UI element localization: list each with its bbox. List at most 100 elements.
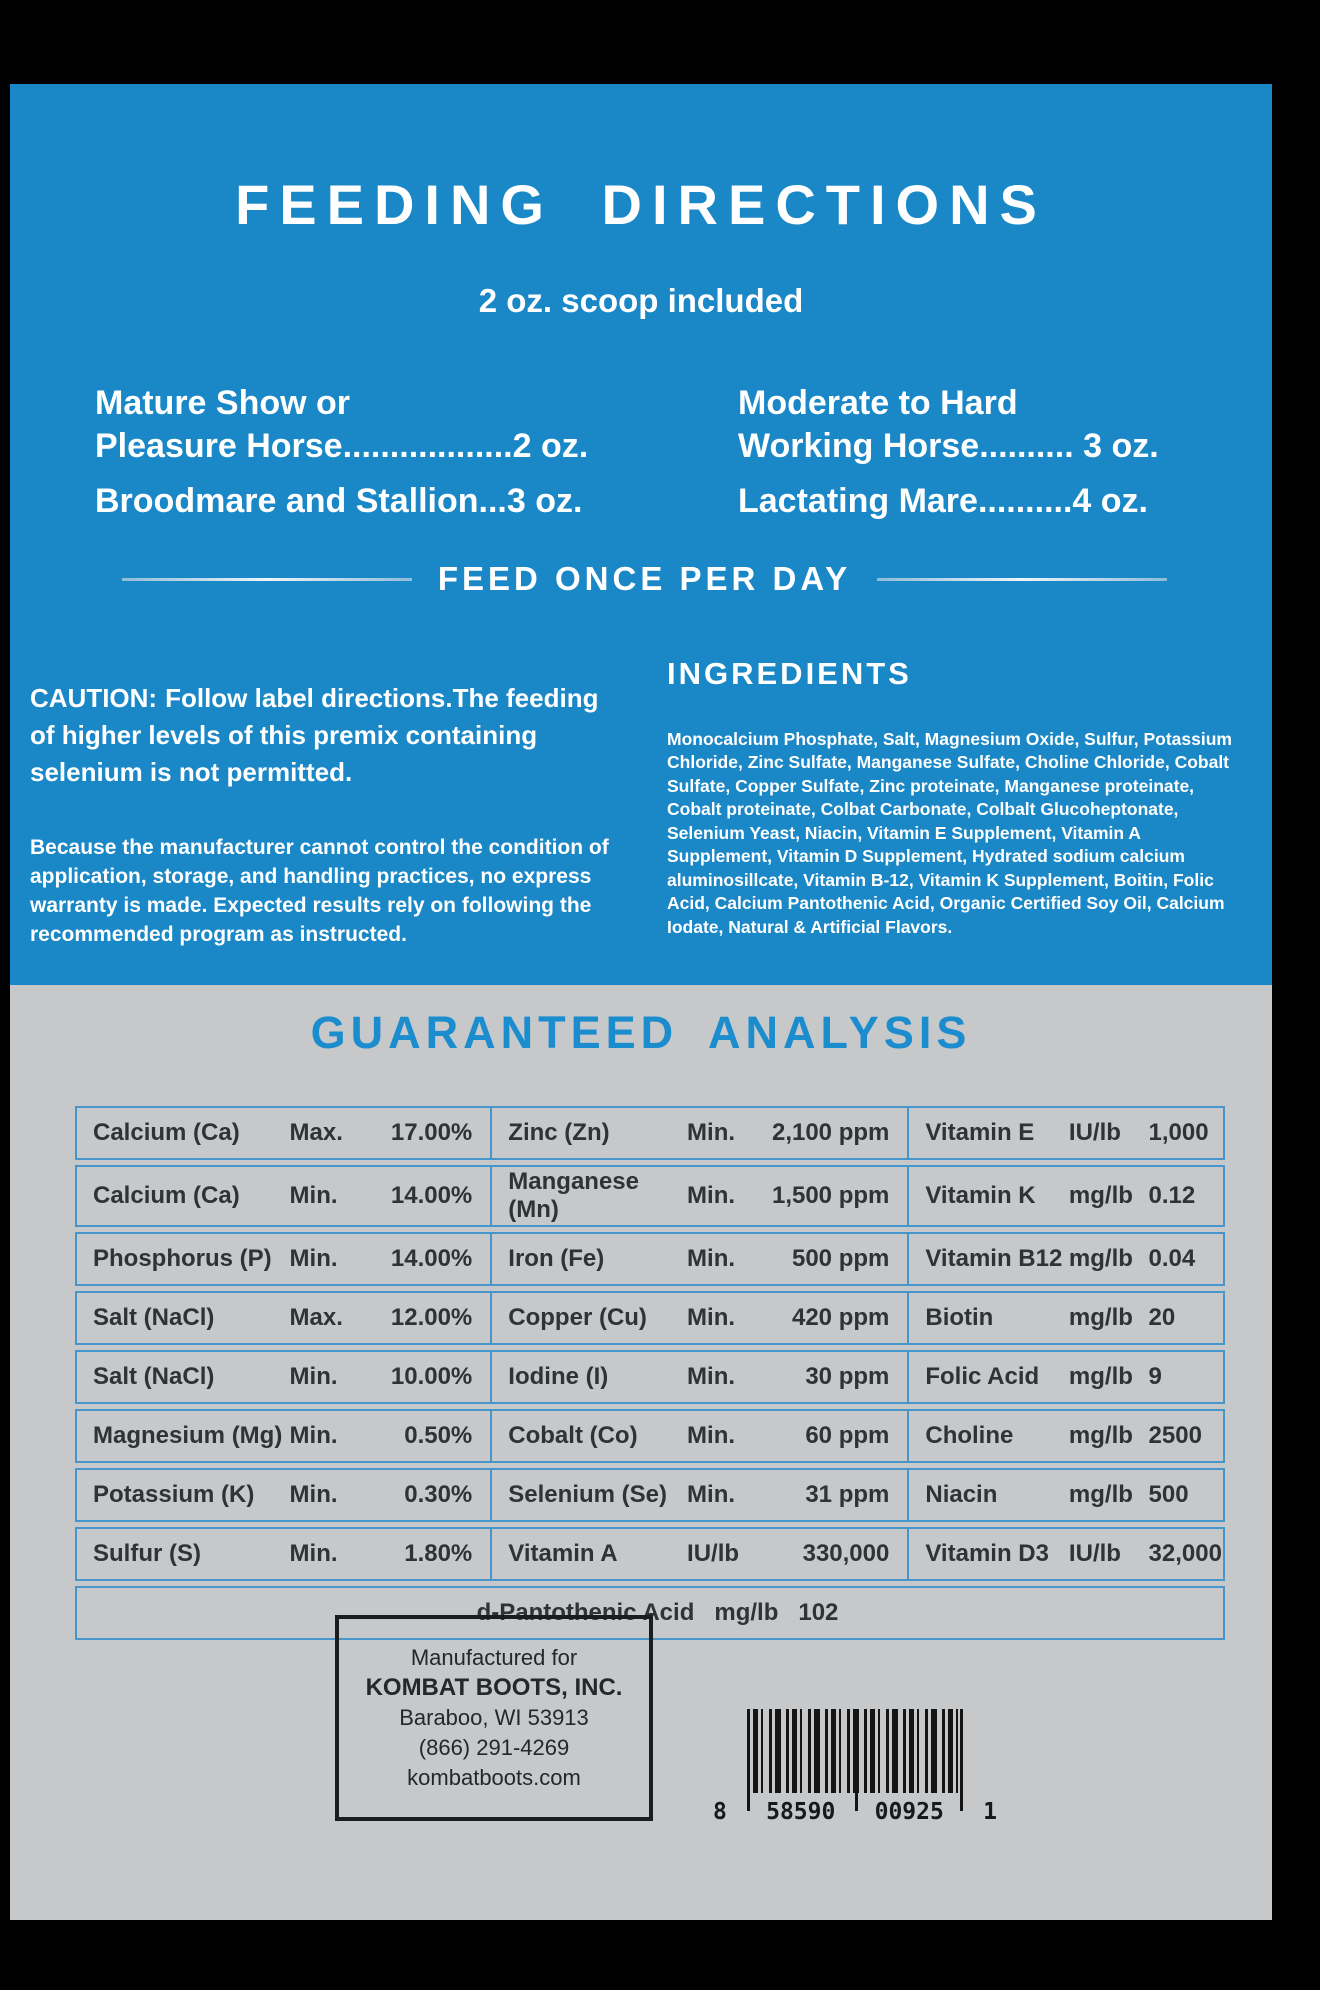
divider-line-right <box>877 577 1168 581</box>
barcode-digit-group: 1 <box>983 1799 997 1825</box>
analysis-row: Phosphorus (P) Min. 14.00% Iron (Fe) Min. 50… <box>75 1232 1225 1286</box>
nutrient-name: Salt (NaCl) <box>75 1291 289 1345</box>
nutrient-name: Vitamin K <box>909 1165 1068 1227</box>
nutrient-name: d-Pantothenic Acid <box>476 1599 695 1626</box>
nutrient-name: Calcium (Ca) <box>75 1165 289 1227</box>
nutrient-basis: Min. <box>288 1527 373 1581</box>
nutrient-name: Vitamin B12 <box>909 1232 1068 1286</box>
barcode-guard-bar <box>747 1709 750 1811</box>
caution-text: Follow label directions.The feeding of h… <box>30 683 599 787</box>
barcode-digit-group: 00925 <box>874 1799 944 1825</box>
manufacturer-address: Baraboo, WI 53913 <box>399 1705 589 1730</box>
nutrient-basis: mg/lb <box>1067 1468 1148 1522</box>
feed-frequency-text: FEED ONCE PER DAY <box>437 560 852 597</box>
nutrient-value: 31 ppm <box>765 1468 910 1522</box>
nutrient-basis: Min. <box>686 1409 766 1463</box>
nutrient-basis: Min. <box>288 1232 373 1286</box>
nutrient-value: 30 ppm <box>765 1350 910 1404</box>
analysis-row: Potassium (K) Min. 0.30% Selenium (Se) Min.… <box>75 1468 1225 1522</box>
warranty-disclaimer: Because the manufacturer cannot control … <box>30 836 609 946</box>
analysis-row: Calcium (Ca) Min. 14.00% Manganese (Mn) Min… <box>75 1165 1225 1227</box>
nutrient-name: Zinc (Zn) <box>492 1106 687 1160</box>
manufacturer-name: KOMBAT BOOTS, INC. <box>365 1674 623 1701</box>
nutrient-basis: Max. <box>288 1106 373 1160</box>
nutrient-basis: Min. <box>686 1165 766 1227</box>
nutrient-value: 0.04 <box>1147 1232 1225 1286</box>
nutrient-basis: Min. <box>686 1291 766 1345</box>
nutrient-value: 17.00% <box>372 1106 493 1160</box>
caution-note: CAUTION: Follow label directions.The feed… <box>30 680 622 791</box>
nutrient-name: Choline <box>909 1409 1068 1463</box>
feeding-item-line: Working Horse.......... 3 oz. <box>738 427 1159 465</box>
nutrient-basis: Min. <box>288 1165 373 1227</box>
nutrient-value: 12.00% <box>372 1291 493 1345</box>
nutrient-value: 20 <box>1147 1291 1225 1345</box>
nutrient-name: Folic Acid <box>909 1350 1068 1404</box>
nutrient-value: 9 <box>1147 1350 1225 1404</box>
scoop-included-note: 2 oz. scoop included <box>478 282 804 319</box>
barcode-digits: 8 58590 00925 1 <box>713 1799 997 1825</box>
nutrient-value: 0.30% <box>372 1468 493 1522</box>
barcode-bars <box>747 1709 963 1811</box>
nutrient-name: Niacin <box>909 1468 1068 1522</box>
nutrient-basis: Min. <box>686 1106 766 1160</box>
feeding-item-working-horse: Moderate to Hard Working Horse..........… <box>738 382 1159 468</box>
nutrient-name: Vitamin E <box>909 1106 1068 1160</box>
nutrient-basis: IU/lb <box>1067 1106 1148 1160</box>
nutrient-value: 0.12 <box>1147 1165 1225 1227</box>
manufacturer-intro: Manufactured for <box>410 1645 578 1670</box>
nutrient-basis: Min. <box>686 1468 766 1522</box>
barcode-guard-bar <box>855 1709 858 1811</box>
feed-frequency-divider: FEED ONCE PER DAY <box>122 560 1168 598</box>
analysis-row: Calcium (Ca) Max. 17.00% Zinc (Zn) Min. 2,10… <box>75 1106 1225 1160</box>
nutrient-basis: IU/lb <box>1067 1527 1148 1581</box>
nutrient-value: 32,000 <box>1147 1527 1225 1581</box>
nutrient-name: Vitamin A <box>492 1527 687 1581</box>
feeding-item-mature-show: Mature Show or Pleasure Horse...........… <box>95 382 588 468</box>
manufacturer-box: Manufactured for KOMBAT BOOTS, INC. Bara… <box>335 1615 653 1821</box>
nutrient-value: 14.00% <box>372 1165 493 1227</box>
nutrient-name: Phosphorus (P) <box>75 1232 289 1286</box>
nutrient-basis: Min. <box>288 1468 373 1522</box>
analysis-row: Salt (NaCl) Max. 12.00% Copper (Cu) Min. 420… <box>75 1291 1225 1345</box>
nutrient-value: 0.50% <box>372 1409 493 1463</box>
feeding-column-right: Moderate to Hard Working Horse..........… <box>738 382 1159 523</box>
nutrient-name: Manganese (Mn) <box>492 1165 687 1227</box>
nutrient-name: Calcium (Ca) <box>75 1106 289 1160</box>
nutrient-basis: mg/lb <box>714 1599 779 1626</box>
guaranteed-analysis-panel: GUARANTEED ANALYSIS Calcium (Ca) Max. 17.0… <box>10 985 1272 1920</box>
analysis-row: Salt (NaCl) Min. 10.00% Iodine (I) Min. 30 p… <box>75 1350 1225 1404</box>
nutrient-name: Magnesium (Mg) <box>75 1409 289 1463</box>
nutrient-name: Potassium (K) <box>75 1468 289 1522</box>
nutrient-name: Biotin <box>909 1291 1068 1345</box>
nutrient-basis: mg/lb <box>1067 1350 1148 1404</box>
nutrient-value: 500 <box>1147 1468 1225 1522</box>
feeding-column-left: Mature Show or Pleasure Horse...........… <box>95 382 588 523</box>
nutrient-value: 14.00% <box>372 1232 493 1286</box>
nutrient-basis: IU/lb <box>686 1527 766 1581</box>
nutrient-name: Salt (NaCl) <box>75 1350 289 1404</box>
nutrient-basis: Min. <box>288 1350 373 1404</box>
nutrient-basis: mg/lb <box>1067 1291 1148 1345</box>
nutrient-name: Iron (Fe) <box>492 1232 687 1286</box>
feeding-item-line: Pleasure Horse..................2 oz. <box>95 427 589 465</box>
nutrient-value: 2,100 ppm <box>765 1106 910 1160</box>
nutrient-name: Sulfur (S) <box>75 1527 289 1581</box>
nutrient-value: 60 ppm <box>765 1409 910 1463</box>
ingredients-list: Monocalcium Phosphate, Salt, Magnesium O… <box>667 728 1232 937</box>
feeding-item-lactating-mare: Lactating Mare..........4 oz. <box>738 480 1159 523</box>
nutrient-basis: Min. <box>686 1232 766 1286</box>
ingredients-heading: INGREDIENTS <box>667 656 912 691</box>
feeding-directions-panel: FEEDING DIRECTIONS 2 oz. scoop included … <box>10 84 1272 985</box>
nutrient-name: Copper (Cu) <box>492 1291 687 1345</box>
nutrient-name: Iodine (I) <box>492 1350 687 1404</box>
nutrient-name: Vitamin D3 <box>909 1527 1068 1581</box>
guaranteed-analysis-table: Calcium (Ca) Max. 17.00% Zinc (Zn) Min. 2,10… <box>75 1101 1225 1645</box>
barcode-guard-bar <box>960 1709 963 1811</box>
nutrient-basis: Min. <box>288 1409 373 1463</box>
barcode: 8 58590 00925 1 <box>713 1709 997 1825</box>
feeding-directions-title: FEEDING DIRECTIONS <box>235 173 1047 236</box>
nutrient-basis: Max. <box>288 1291 373 1345</box>
nutrient-value: 1,000 <box>1147 1106 1225 1160</box>
